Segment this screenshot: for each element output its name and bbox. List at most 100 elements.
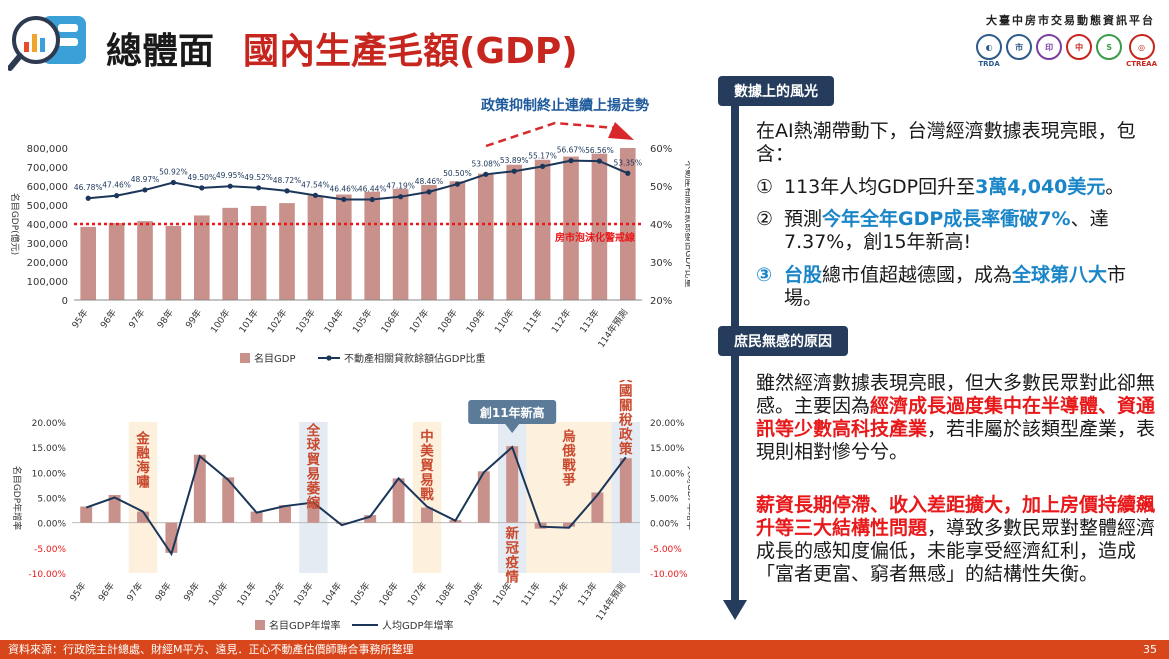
- record-high-callout-box: [468, 400, 557, 424]
- ratio-data-label: 53.35%: [613, 158, 642, 167]
- y-right-tick-label: 15.00%: [650, 444, 685, 454]
- gdp-bar: [364, 191, 381, 300]
- event-annotation-char: 戰: [420, 486, 434, 503]
- trda-logo: ◐ TRDA: [976, 34, 1003, 68]
- trend-arrow-head: [608, 122, 634, 140]
- y-right-tick-label: 20%: [650, 296, 672, 307]
- y-right-tick-label: 20.00%: [650, 419, 685, 429]
- ratio-line: [88, 159, 629, 201]
- y-tick-label: 800,000: [27, 144, 68, 155]
- x-tick-label: 103年: [291, 580, 316, 608]
- ratio-data-label: 46.46%: [329, 184, 358, 193]
- ratio-point: [454, 181, 460, 187]
- hall-logo: 市: [1006, 34, 1033, 60]
- x-tick-label: 95年: [69, 307, 91, 331]
- gdp-bar: [335, 194, 352, 300]
- ctreaa-circle-icon: ◎: [1128, 34, 1155, 60]
- event-annotation-char: 情: [505, 569, 519, 586]
- event-annotation-char: 冠: [505, 541, 519, 557]
- x-tick-label: 113年: [575, 580, 600, 608]
- event-annotation-char: 全: [306, 422, 321, 439]
- ctreaa-logo: ◎ CTREAA: [1126, 34, 1157, 68]
- legend-label-gdp: 名目GDP: [254, 352, 295, 365]
- x-tick-label: 107年: [405, 580, 430, 608]
- ratio-data-label: 46.78%: [74, 183, 103, 192]
- y-tick-label: 10.00%: [32, 469, 67, 479]
- legend-swatch-gdp-growth: [255, 620, 265, 630]
- event-annotation-char: 萎: [306, 480, 321, 497]
- y-right-tick-label: 40%: [650, 220, 672, 231]
- ratio-data-label: 46.44%: [358, 185, 387, 194]
- event-annotation-char: 烏: [562, 428, 576, 445]
- gdp-bar: [165, 225, 182, 300]
- gdp-bar: [250, 205, 267, 300]
- x-tick-label: 96年: [95, 580, 117, 604]
- ratio-point: [398, 194, 404, 200]
- gdp-growth-bar: [250, 511, 263, 523]
- ratio-point: [312, 192, 318, 198]
- ratio-point: [511, 168, 517, 174]
- event-annotation-char: 爭: [562, 472, 576, 489]
- data-intro-text: 在AI熱潮帶動下，台灣經濟數據表現亮眼，包含：: [756, 120, 1136, 165]
- gdp-growth-bar: [307, 501, 320, 523]
- ratio-point: [596, 158, 603, 164]
- x-tick-label: 102年: [263, 580, 288, 608]
- ratio-point: [426, 189, 432, 195]
- ratio-point: [625, 170, 631, 176]
- gdp-growth-bar: [392, 478, 405, 523]
- event-annotation-char: 疫: [505, 554, 519, 571]
- gdp-bar: [421, 185, 437, 300]
- y-tick-label: -5.00%: [34, 545, 66, 555]
- ratio-data-label: 47.46%: [102, 181, 131, 190]
- trend-arrow-line: [485, 121, 616, 148]
- x-tick-label: 108年: [435, 307, 460, 335]
- y-tick-label: 400,000: [27, 220, 68, 231]
- chart-title: 政策抑制終止連續上揚走勢: [481, 97, 649, 114]
- y-tick-label: 20.00%: [32, 419, 67, 429]
- event-annotation-char: 俄: [561, 443, 576, 460]
- list-item: ③ 台股總市值超越德國，成為全球第八大市場。: [756, 264, 1127, 309]
- y-right-axis-label: 不動產相關貸款餘額佔GDP比重: [683, 160, 690, 287]
- x-tick-label: 105年: [348, 580, 373, 608]
- ratio-point: [256, 185, 262, 191]
- x-tick-label: 107年: [407, 307, 432, 335]
- data-source: 資料來源：行政院主計總處、財經M平方、遠見．正心不動產估價師聯合事務所整理: [8, 643, 414, 656]
- y-right-tick-label: 60%: [650, 144, 672, 155]
- x-tick-label: 96年: [97, 307, 119, 331]
- event-annotation-char: 融: [136, 445, 150, 462]
- event-annotation-char: 國: [619, 384, 633, 400]
- event-annotation-char: 關: [619, 398, 633, 414]
- list-number: ①: [756, 176, 774, 198]
- x-tick-label: 111年: [518, 580, 543, 608]
- x-tick-label: 111年: [520, 307, 545, 335]
- ratio-data-label: 48.97%: [131, 175, 160, 184]
- y-tick-label: 0: [62, 296, 68, 307]
- record-high-callout-text: 創11年新高: [479, 405, 545, 420]
- page-title: 總體面: [106, 31, 215, 72]
- gdp-ratio-chart-svg: 政策抑制終止連續上揚走勢 0 100,000 200,000 300,000 400,00…: [9, 97, 695, 365]
- y-tick-label: 300,000: [27, 239, 68, 250]
- y-tick-label: 700,000: [27, 163, 68, 174]
- x-tick-label: 112年: [549, 307, 574, 335]
- ratio-data-label: 47.19%: [386, 182, 415, 191]
- gdp-growth-bar: [364, 515, 377, 523]
- x-tick-label: 100年: [206, 580, 231, 608]
- event-annotation-char: 金: [135, 430, 150, 447]
- ratio-point: [142, 187, 148, 193]
- y-tick-label: 100,000: [27, 277, 68, 288]
- ratio-data-label: 53.08%: [471, 159, 500, 168]
- y-right-tick-label: 50%: [650, 182, 672, 193]
- y-right-tick-label: 30%: [650, 258, 672, 269]
- x-tick-label: 109年: [463, 307, 488, 335]
- ratio-data-label: 48.72%: [273, 176, 302, 185]
- gdp-bar: [534, 159, 551, 300]
- bubble-warning-label: 房市泡沫化警戒線: [555, 231, 635, 244]
- list-number: ③: [756, 264, 773, 286]
- gdp-growth-bar: [165, 522, 178, 553]
- x-tick-label: 99年: [181, 580, 203, 604]
- ratio-point: [341, 196, 347, 203]
- event-annotation-char: 易: [307, 467, 321, 483]
- gdp-growth-bar: [335, 522, 348, 524]
- list-number: ②: [756, 208, 774, 230]
- ratio-data-label: 49.95%: [216, 171, 245, 180]
